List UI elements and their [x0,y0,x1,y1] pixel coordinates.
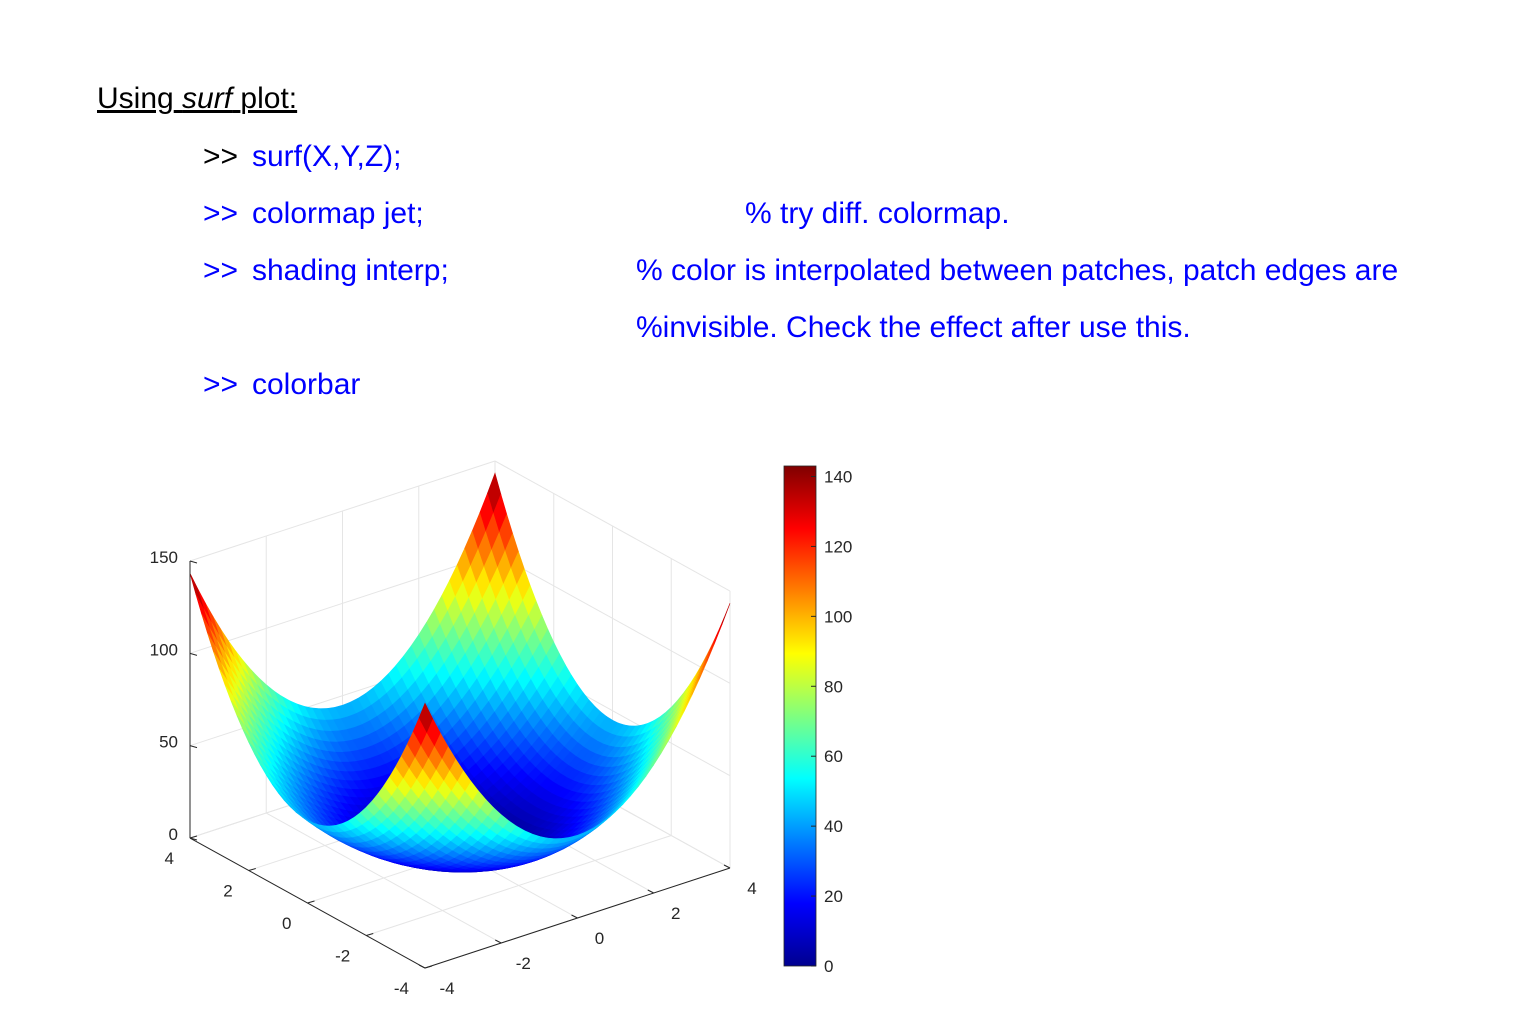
comment: % try diff. colormap. [745,197,1010,230]
prompt: >> [203,368,239,401]
x-tick-label: -2 [516,954,531,973]
y-tick-label: -4 [394,979,409,998]
z-tick [189,652,198,656]
x-tick [647,889,654,894]
x-tick [418,964,426,969]
y-tick [424,965,433,969]
y-tick-label: 4 [165,849,174,868]
surface-patch [418,702,433,733]
heading: Using surf plot: [97,84,297,114]
colorbar-tick-label: 120 [824,537,852,556]
colorbar-tick-label: 100 [824,607,852,626]
colorbar-tick-label: 40 [824,817,843,836]
y-tick [248,868,256,871]
heading-emph: surf [182,82,233,115]
x-tick-label: -4 [439,979,454,998]
surface-patch [189,573,204,609]
x-tick [495,939,502,944]
prompt: >> [203,254,239,287]
z-tick-label: 100 [150,640,178,659]
z-tick-label: 50 [159,733,178,752]
z-tick [189,837,198,841]
grid-line [366,835,672,936]
x-tick [723,864,731,869]
colorbar [783,465,817,967]
colorbar-tick-label: 0 [824,957,833,976]
command: colormap jet; [252,197,424,230]
command: colorbar [252,368,361,401]
command: shading interp; [252,254,449,287]
z-tick [189,745,198,749]
y-tick [307,900,315,904]
y-tick-label: -2 [335,947,350,966]
y-tick-label: 0 [282,914,291,933]
colorbar-tick-label: 80 [824,677,843,696]
y-tick-label: 2 [223,882,232,901]
z-tick [189,560,198,564]
colorbar-tick-label: 20 [824,887,843,906]
command: surf(X,Y,Z); [252,140,402,173]
x-tick-label: 4 [747,879,756,898]
colorbar-tick-label: 60 [824,747,843,766]
prompt: >> [203,197,239,230]
heading-text: plot: [240,82,298,115]
comment: %invisible. Check the effect after use t… [636,311,1191,344]
x-tick-label: 2 [671,904,680,923]
comment: % color is interpolated between patches,… [636,254,1399,287]
z-tick-label: 0 [169,825,178,844]
prompt: >> [203,140,239,173]
colorbar-tick-label: 140 [824,467,852,486]
y-tick [189,835,198,839]
y-tick [366,933,374,936]
heading-text: Using [97,82,174,115]
z-tick-label: 150 [150,548,178,567]
x-tick-label: 0 [595,929,604,948]
x-tick [571,914,578,919]
